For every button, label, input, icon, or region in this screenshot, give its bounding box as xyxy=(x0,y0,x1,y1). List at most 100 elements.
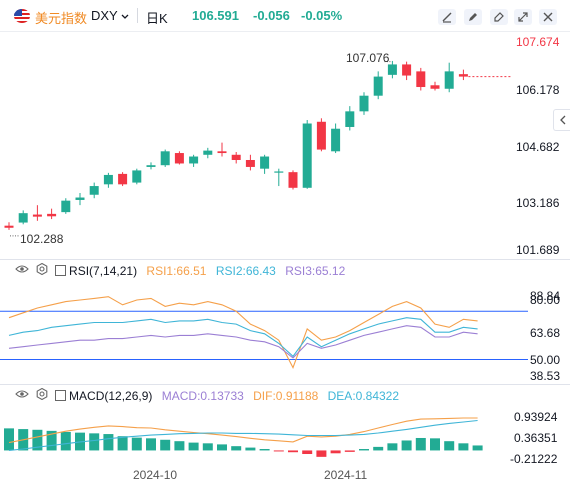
settings-icon[interactable] xyxy=(36,388,48,403)
indicator-checkbox[interactable] xyxy=(54,390,66,402)
candle-body xyxy=(75,197,85,200)
eye-icon[interactable] xyxy=(15,263,29,278)
divider xyxy=(137,8,138,23)
rsi-axis-label: 50.00 xyxy=(530,353,561,367)
macd-histogram-bar xyxy=(131,437,142,451)
price-axis-label-max: 107.674 xyxy=(516,35,560,49)
dif-line xyxy=(8,417,478,444)
dea-value: DEA:0.84322 xyxy=(327,388,400,403)
interval-button[interactable]: 日K xyxy=(146,11,168,26)
price-change-percent: -0.05% xyxy=(301,8,343,23)
macd-histogram-bar xyxy=(32,429,43,451)
macd-histogram-bar xyxy=(174,441,185,451)
time-axis-label: 2024-11 xyxy=(324,468,368,482)
macd-legend: MACD(12,26,9) MACD:0.13733 DIF:0.91188 D… xyxy=(15,388,399,403)
rsi1-line xyxy=(8,296,478,369)
candle-body xyxy=(103,174,113,185)
price-axis-label: 103.186 xyxy=(516,196,560,210)
chevron-down-icon[interactable] xyxy=(121,9,129,27)
ticker-label[interactable]: DXY xyxy=(91,8,118,23)
indicator-checkbox[interactable] xyxy=(54,265,66,277)
crossout-icon[interactable] xyxy=(438,9,456,25)
panel-divider xyxy=(0,259,570,260)
macd-histogram-bar xyxy=(217,444,227,451)
price-axis-label: 106.178 xyxy=(516,83,560,97)
macd-value: MACD:0.13733 xyxy=(161,388,244,403)
price-axis-label: 101.689 xyxy=(516,243,560,257)
candle-body xyxy=(245,159,255,167)
rsi3-value: RSI3:65.12 xyxy=(285,263,346,278)
candle-body xyxy=(387,64,397,75)
candle-body xyxy=(331,128,341,152)
candle-body xyxy=(118,173,128,185)
price-axis-label: 104.682 xyxy=(516,140,560,154)
rsi-panel[interactable]: RSI(7,14,21) RSI1:66.51 RSI2:66.43 RSI3:… xyxy=(0,260,570,384)
candle-body xyxy=(146,165,156,167)
candle-body xyxy=(288,172,298,188)
macd-histogram-bar xyxy=(288,450,298,453)
macd-histogram-bar xyxy=(245,447,256,451)
macd-panel[interactable]: MACD(12,26,9) MACD:0.13733 DIF:0.91188 D… xyxy=(0,385,570,489)
rsi-axis-label: 88.84 xyxy=(530,289,561,303)
rsi-axis-label: 80.00 xyxy=(530,293,561,307)
dea-line xyxy=(8,419,478,451)
candle-body xyxy=(203,150,213,155)
candle-body xyxy=(32,214,42,217)
macd-histogram-bar xyxy=(401,440,412,451)
candle-body xyxy=(359,95,369,112)
high-marker-label: 107.076 xyxy=(346,51,390,65)
dif-value: DIF:0.91188 xyxy=(253,388,319,403)
macd-histogram-bar xyxy=(415,437,426,451)
candle-body xyxy=(416,71,426,88)
candle-body xyxy=(132,170,142,183)
macd-histogram-bar xyxy=(117,436,128,451)
candle-body xyxy=(160,151,170,166)
rsi-axis-label: 38.53 xyxy=(530,369,561,383)
candlestick-chart[interactable] xyxy=(0,33,570,259)
candle-body xyxy=(302,123,312,188)
chart-header: 美元指数 DXY 日K 106.591 -0.056 -0.05% xyxy=(0,0,570,32)
macd-histogram-bar xyxy=(387,443,398,451)
macd-histogram-bar xyxy=(359,449,369,451)
candle-body xyxy=(174,153,184,164)
candle-body xyxy=(430,85,440,89)
rsi-legend: RSI(7,14,21) RSI1:66.51 RSI2:66.43 RSI3:… xyxy=(15,263,345,278)
price-panel[interactable]: 107.674 106.178 104.682 103.186 101.689 … xyxy=(0,33,570,259)
macd-axis-label: -0.21222 xyxy=(510,452,558,466)
expand-icon[interactable] xyxy=(514,9,532,25)
pen-icon[interactable] xyxy=(490,9,508,25)
macd-histogram-bar xyxy=(330,450,341,454)
eye-icon[interactable] xyxy=(15,388,29,403)
macd-histogram-bar xyxy=(60,431,71,451)
candle-body xyxy=(217,151,227,154)
candle-body xyxy=(260,156,270,169)
candle-body xyxy=(444,71,454,89)
candle-body xyxy=(316,121,326,150)
close-icon[interactable] xyxy=(539,9,557,25)
macd-histogram-bar xyxy=(188,442,199,451)
macd-histogram-bar xyxy=(259,449,270,451)
macd-histogram-bar xyxy=(373,446,384,451)
candle-body xyxy=(18,213,28,223)
panel-divider xyxy=(0,384,570,385)
macd-chart xyxy=(4,417,483,457)
time-axis-label: 2024-10 xyxy=(133,468,178,482)
macd-histogram-bar xyxy=(430,438,440,451)
macd-histogram-bar xyxy=(316,450,327,457)
symbol-name[interactable]: 美元指数 xyxy=(35,11,88,26)
rsi-title: RSI(7,14,21) xyxy=(69,263,138,278)
last-price: 106.591 xyxy=(192,8,239,23)
candle-body xyxy=(89,186,99,195)
settings-icon[interactable] xyxy=(36,263,48,278)
rsi1-value: RSI1:66.51 xyxy=(146,263,207,278)
candle-body xyxy=(47,213,57,217)
macd-histogram-bar xyxy=(89,433,100,451)
chevron-left-icon[interactable] xyxy=(553,109,570,131)
pencil-icon[interactable] xyxy=(464,9,482,25)
rsi2-line xyxy=(8,317,478,358)
price-change: -0.056 xyxy=(253,8,290,23)
macd-histogram-bar xyxy=(444,441,455,451)
macd-histogram-bar xyxy=(146,438,156,451)
candle-body xyxy=(274,171,284,173)
macd-histogram-bar xyxy=(273,450,284,452)
